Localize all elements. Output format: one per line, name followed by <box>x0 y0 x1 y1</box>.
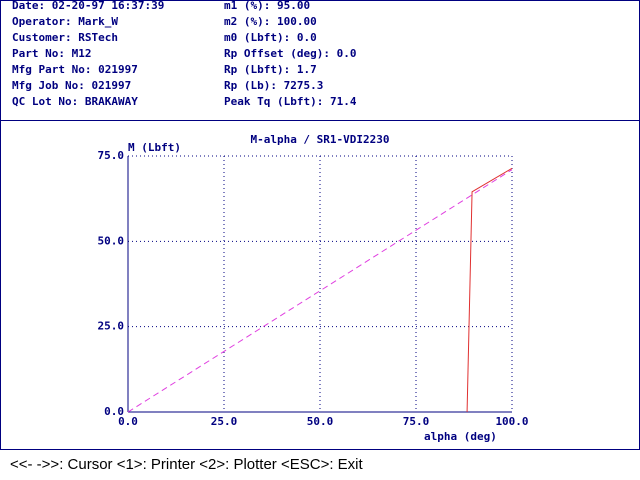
x-tick-label: 50.0 <box>307 415 334 428</box>
y-tick-label: 25.0 <box>98 320 125 333</box>
header-field: Rp Offset (deg): 0.0 <box>224 47 356 60</box>
footer-help: <<- ->>: Cursor <1>: Printer <2>: Plotte… <box>10 456 364 473</box>
x-tick-label: 75.0 <box>403 415 430 428</box>
x-tick-label: 25.0 <box>211 415 238 428</box>
header-field: Mfg Part No: 021997 <box>12 63 138 76</box>
header-field: Date: 02-20-97 16:37:39 <box>12 0 164 12</box>
header-field: Customer: RSTech <box>12 31 118 44</box>
data-line <box>466 167 513 413</box>
x-tick-label: 100.0 <box>495 415 528 428</box>
x-axis-label: alpha (deg) <box>424 430 497 443</box>
header-field: m0 (Lbft): 0.0 <box>224 31 317 44</box>
data-line <box>127 169 513 413</box>
y-tick-label: 50.0 <box>98 234 125 247</box>
header-field: Peak Tq (Lbft): 71.4 <box>224 95 357 108</box>
header-field: Rp (Lb): 7275.3 <box>224 79 323 92</box>
y-tick-label: 75.0 <box>98 149 125 162</box>
header-field: Rp (Lbft): 1.7 <box>224 63 317 76</box>
header-field: Part No: M12 <box>12 47 91 60</box>
header-field: m2 (%): 100.00 <box>224 15 317 28</box>
y-tick-label: 0.0 <box>104 405 124 418</box>
x-tick-label: 0.0 <box>118 415 138 428</box>
header-field: Mfg Job No: 021997 <box>12 79 131 92</box>
header-field: m1 (%): 95.00 <box>224 0 310 12</box>
header-field: Operator: Mark_W <box>12 15 118 28</box>
header-field: QC Lot No: BRAKAWAY <box>12 95 138 108</box>
y-axis-label: M (Lbft) <box>128 141 181 154</box>
chart-title: M-alpha / SR1-VDI2230 <box>250 133 389 146</box>
